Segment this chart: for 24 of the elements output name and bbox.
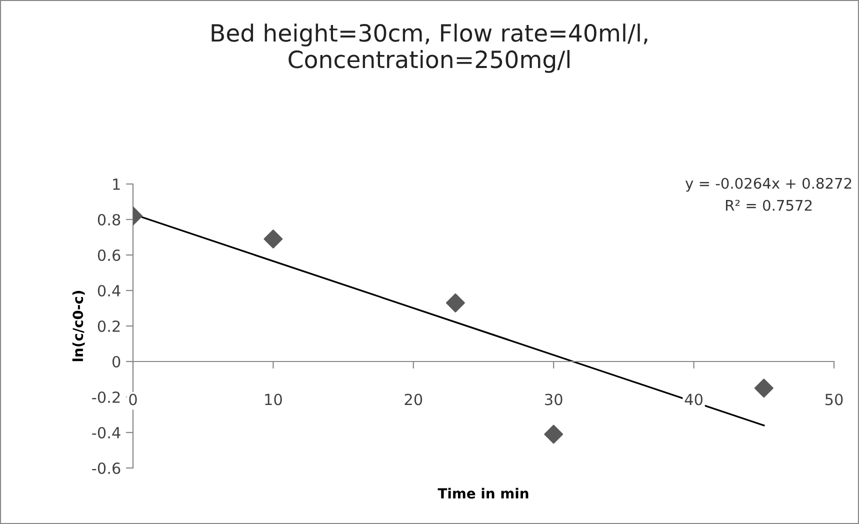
point xyxy=(446,293,465,312)
x-axis-title: Time in min xyxy=(438,488,528,499)
x-tick-label: 10 xyxy=(265,394,282,406)
x-tick-label: 40 xyxy=(684,394,703,406)
annotation: y = -0.0264x + 0.8272 xyxy=(685,178,852,192)
y-tick-label: 0.6 xyxy=(98,249,120,262)
chart-title: Bed height=30cm, Flow rate=40ml/l, Concentration=250mg/l xyxy=(212,24,648,73)
x-tick-label: 50 xyxy=(825,394,843,406)
y-tick-label: 0.2 xyxy=(98,320,120,332)
x-tick-label: 30 xyxy=(545,394,562,406)
y-tick-label: -0.6 xyxy=(92,462,120,474)
x-tick-label: 20 xyxy=(404,394,422,406)
y-tick-label: 0 xyxy=(112,356,120,368)
annotation: R² = 0.7572 xyxy=(726,200,812,211)
y-tick-label: 0.4 xyxy=(98,284,120,297)
x-tick-label: 0 xyxy=(129,394,137,406)
point xyxy=(544,424,564,444)
y-tick-label: -0.2 xyxy=(92,391,120,404)
y-tick-label: 0.8 xyxy=(98,214,120,226)
y-axis-title: ln(c/c0-c) xyxy=(72,290,85,362)
y-tick-label: 1 xyxy=(113,178,120,190)
point xyxy=(264,230,283,249)
point xyxy=(754,378,774,398)
y-tick-label: -0.4 xyxy=(92,426,120,439)
